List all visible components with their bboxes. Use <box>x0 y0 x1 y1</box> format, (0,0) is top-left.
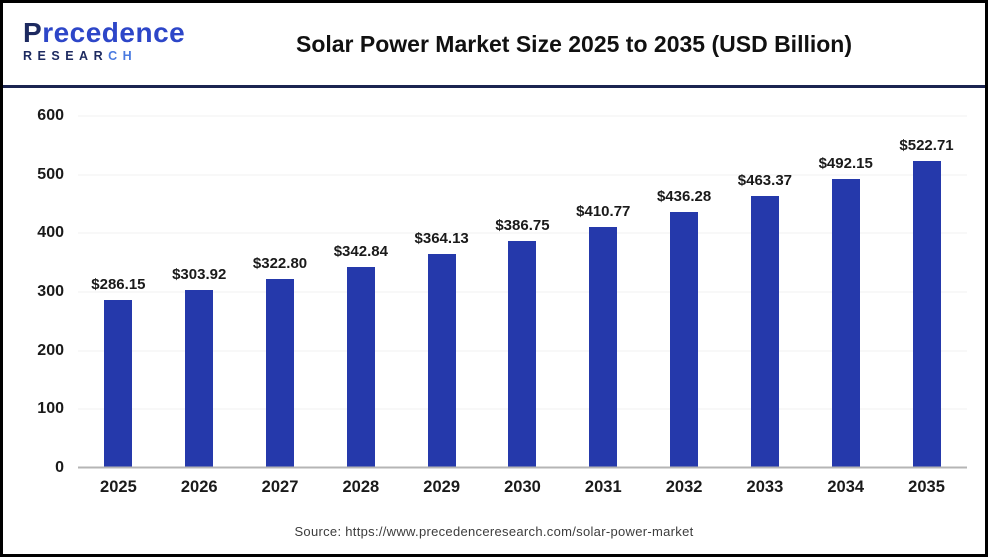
bar-column-2029: $364.13 <box>401 116 482 468</box>
bar-column-2035: $522.71 <box>886 116 967 468</box>
source-text: Source: https://www.precedenceresearch.c… <box>294 524 694 539</box>
bar-column-2033: $463.37 <box>725 116 806 468</box>
x-tick-label-2030: 2030 <box>504 478 541 496</box>
x-tick-label-2031: 2031 <box>584 478 622 496</box>
bar-value-label-2032: $436.28 <box>656 188 712 206</box>
bar-value-label-2033: $463.37 <box>737 172 793 190</box>
x-tick-label-2027: 2027 <box>261 478 299 496</box>
precedence-research-logo: Precedence RESEARCH <box>23 19 185 63</box>
gridline-600 <box>78 115 967 117</box>
bars-container: $286.15 $303.92 $322.80 $342.84 $364.13 $386.… <box>78 116 967 468</box>
bar-2034 <box>831 179 860 468</box>
bar-column-2025: $286.15 <box>78 116 159 468</box>
bar-2027 <box>266 278 295 468</box>
gridline-500 <box>78 174 967 176</box>
bar-value-label-2035: $522.71 <box>899 137 954 155</box>
x-tick-label-2033: 2033 <box>746 478 784 496</box>
bar-2028 <box>346 266 375 468</box>
x-tick-label-2026: 2026 <box>180 478 218 496</box>
bar-value-label-2034: $492.15 <box>818 155 873 173</box>
x-tick-label-2032: 2032 <box>665 478 703 496</box>
x-tick-label-2028: 2028 <box>342 478 380 496</box>
bar-2035 <box>912 161 941 468</box>
bar-column-2030: $386.75 <box>482 116 563 468</box>
chart-title: Solar Power Market Size 2025 to 2035 (US… <box>295 31 853 57</box>
logo-wordmark: Precedence <box>23 17 186 48</box>
bar-2032 <box>670 212 699 468</box>
bar-column-2027: $322.80 <box>240 116 321 468</box>
y-tick-label-400: 400 <box>37 224 64 242</box>
bar-column-2028: $342.84 <box>320 116 401 468</box>
bar-2033 <box>750 196 779 468</box>
x-axis-baseline <box>78 466 967 469</box>
x-tick-label-2025: 2025 <box>100 478 137 496</box>
chart-section: 0 100 200 300 400 500 600 $286.15 $303.92 $322.80… <box>3 88 985 554</box>
bar-value-label-2029: $364.13 <box>414 230 469 248</box>
x-tick-label-2029: 2029 <box>423 478 461 496</box>
bar-value-label-2030: $386.75 <box>495 217 550 235</box>
y-tick-label-200: 200 <box>37 341 64 359</box>
bar-2025 <box>104 300 133 468</box>
x-axis-labels: 2025 2026 2027 2028 2029 2030 2031 2032 2033 2034… <box>78 478 967 497</box>
y-tick-label-0: 0 <box>55 459 64 476</box>
plot-area: 0 100 200 300 400 500 600 $286.15 $303.92 $322.80… <box>37 107 967 476</box>
bar-column-2034: $492.15 <box>805 116 886 468</box>
bar-column-2031: $410.77 <box>563 116 644 468</box>
x-tick-label-2035: 2035 <box>908 478 945 496</box>
bar-value-label-2028: $342.84 <box>333 242 388 260</box>
bar-value-label-2025: $286.15 <box>91 276 146 294</box>
bar-value-label-2031: $410.77 <box>576 203 631 221</box>
bar-2026 <box>185 289 214 468</box>
y-tick-label-500: 500 <box>37 165 64 183</box>
bar-2030 <box>508 241 537 468</box>
y-tick-label-300: 300 <box>37 283 64 300</box>
bar-column-2026: $303.92 <box>159 116 240 468</box>
bar-column-2032: $436.28 <box>644 116 725 468</box>
bar-value-label-2027: $322.80 <box>252 254 308 272</box>
logo-subtitle: RESEARCH <box>23 50 185 63</box>
y-tick-label-100: 100 <box>37 400 64 418</box>
header: Precedence RESEARCH Solar Power Market S… <box>3 3 985 88</box>
y-tick-label-600: 600 <box>37 107 64 124</box>
bar-2031 <box>589 227 618 468</box>
bar-2029 <box>427 254 456 468</box>
logo-subtitle-accent: CH <box>108 49 138 63</box>
x-tick-label-2034: 2034 <box>827 478 865 496</box>
bar-value-label-2026: $303.92 <box>172 265 227 283</box>
gridline-400 <box>78 232 967 234</box>
logo-subtitle-main: RESEAR <box>23 49 109 63</box>
